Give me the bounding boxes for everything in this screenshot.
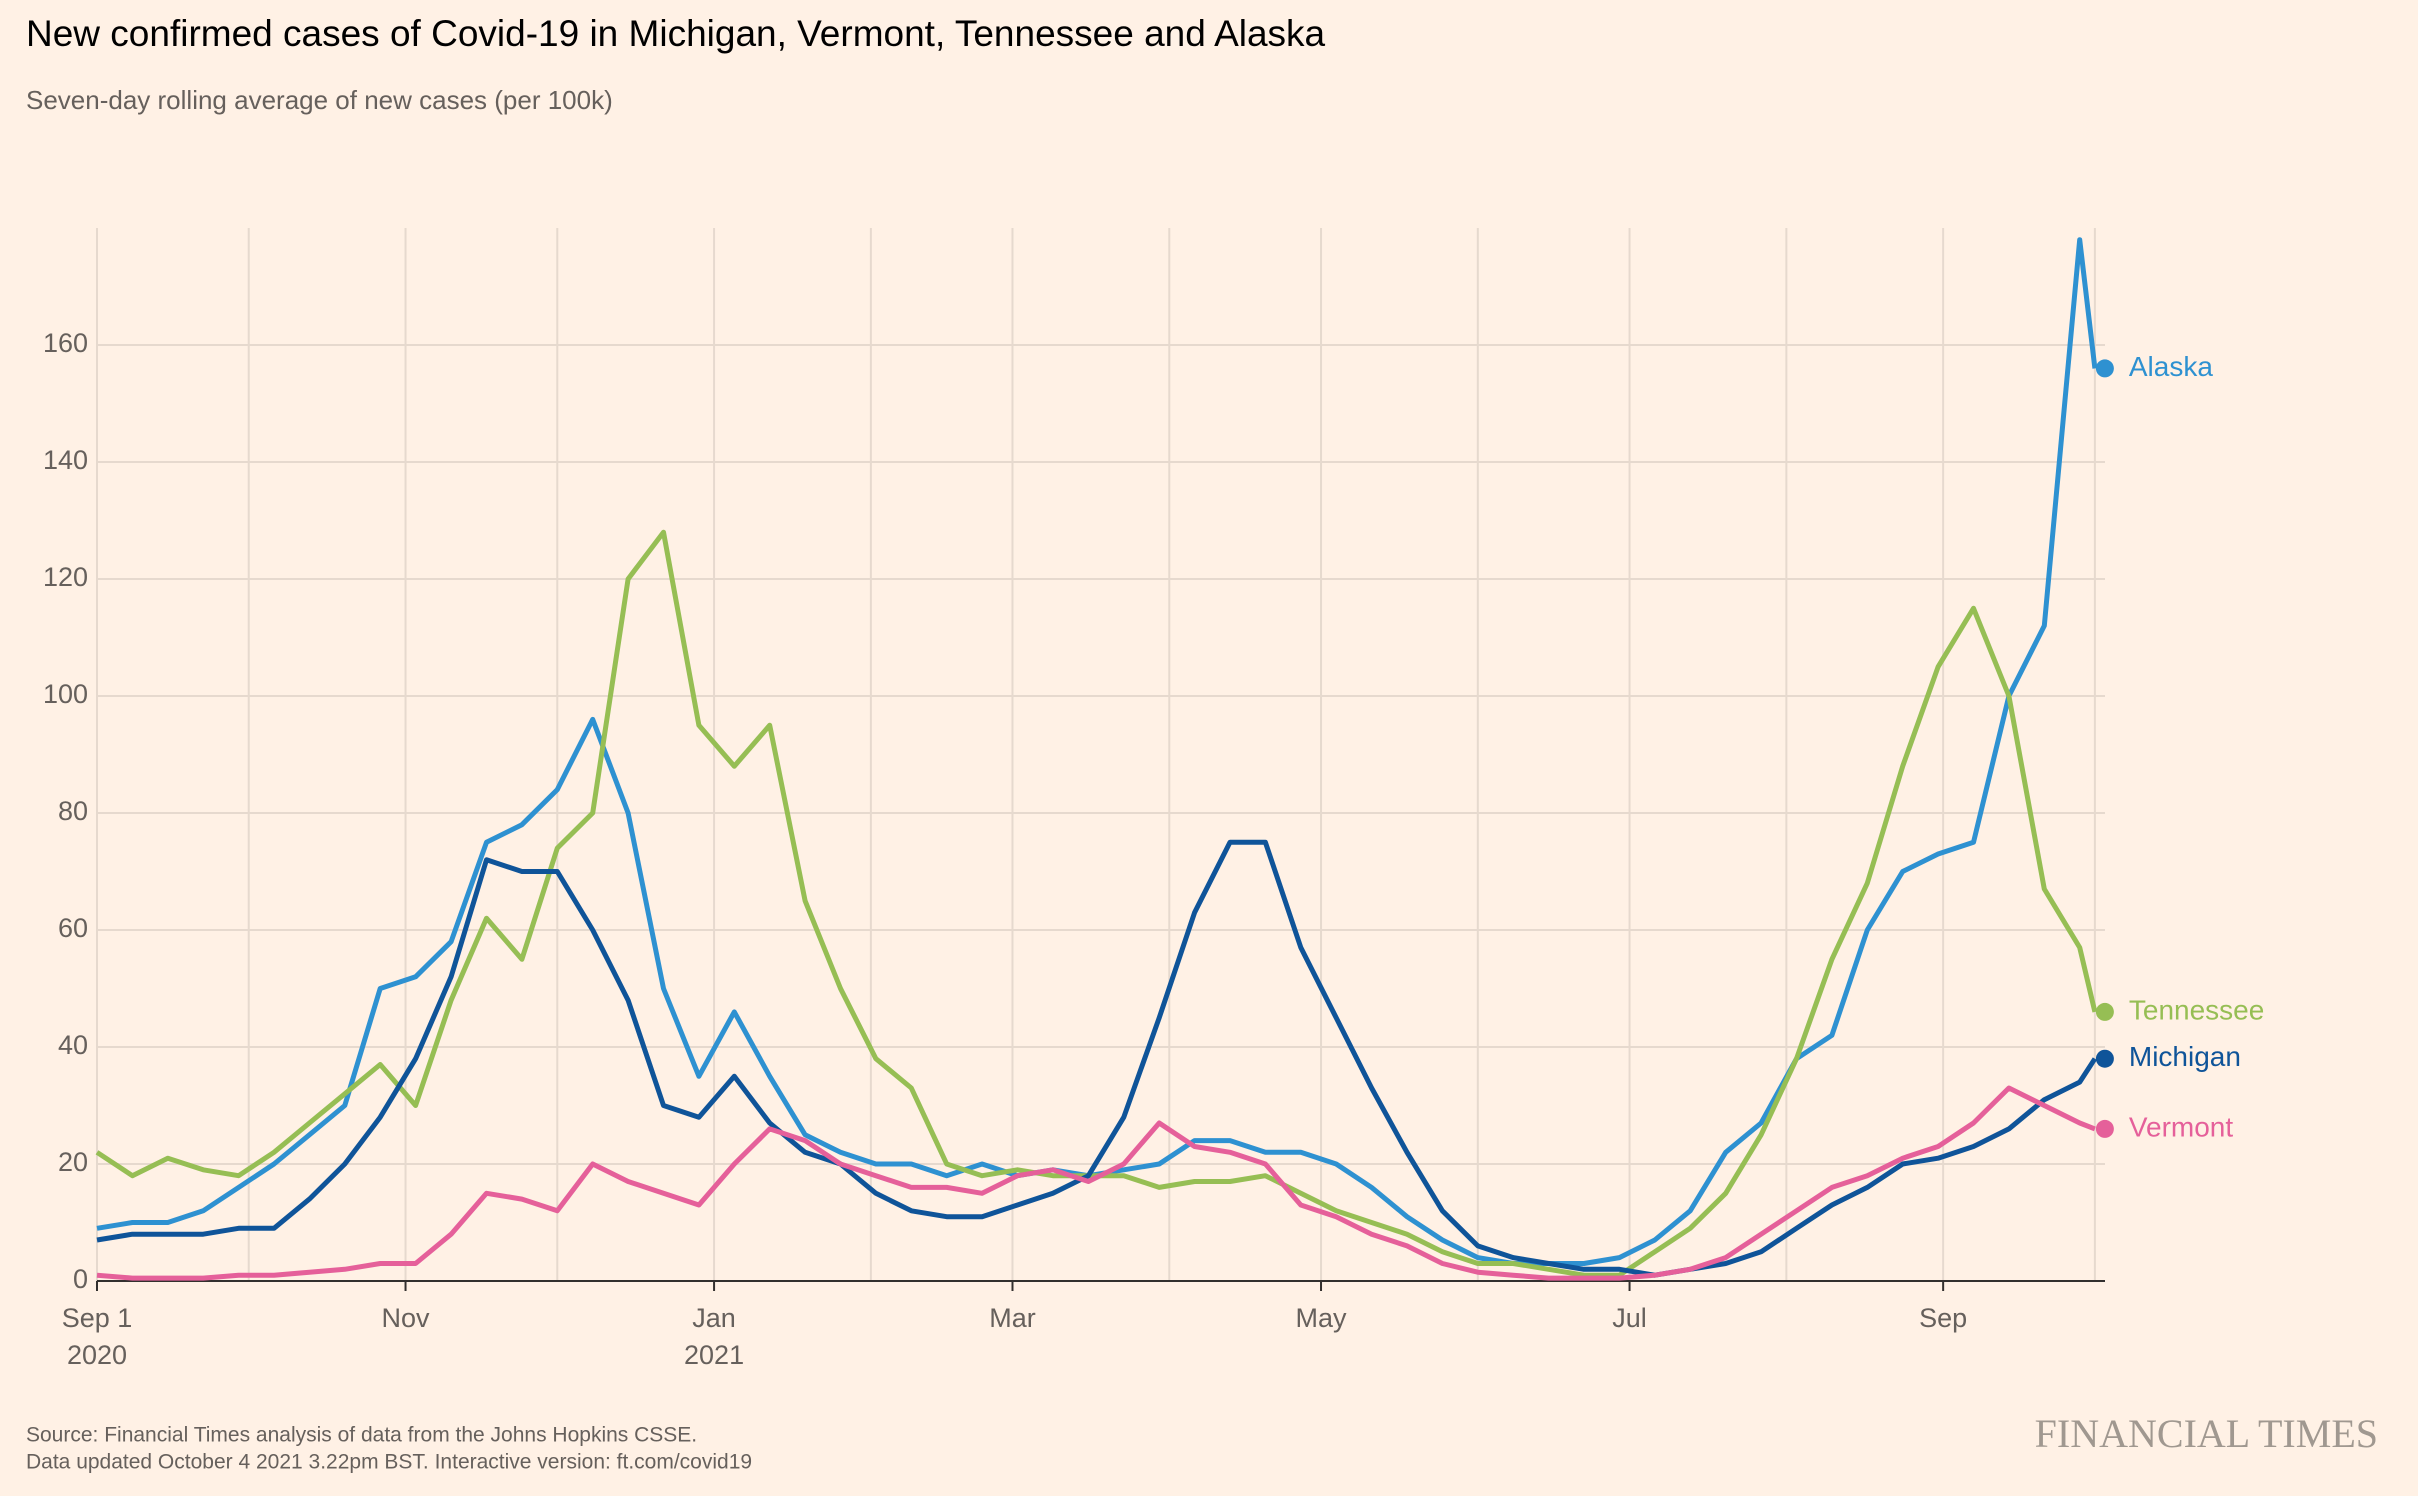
legend-label: Alaska <box>2129 351 2213 382</box>
x-tick-label: Sep <box>1919 1303 1967 1333</box>
y-tick-label: 40 <box>58 1030 88 1060</box>
end-dot <box>2095 359 2114 378</box>
x-tick-label: 2020 <box>67 1340 127 1370</box>
series-line <box>96 839 2097 1278</box>
x-tick-label: Jul <box>1612 1303 1647 1333</box>
y-tick-label: 120 <box>43 562 88 592</box>
series-line <box>96 237 2098 1266</box>
x-tick-label: May <box>1296 1303 1348 1333</box>
x-tick-label: Mar <box>989 1303 1036 1333</box>
end-dot <box>2095 1119 2114 1138</box>
y-tick-label: 160 <box>43 328 88 358</box>
series-line <box>95 529 2098 1278</box>
x-tick-label: 2021 <box>684 1340 744 1370</box>
legend-label: Michigan <box>2129 1041 2241 1072</box>
x-tick-label: Jan <box>692 1303 736 1333</box>
legend-label: Vermont <box>2129 1111 2233 1142</box>
y-tick-label: 80 <box>58 796 88 826</box>
chart-subtitle: Seven-day rolling average of new cases (… <box>26 85 613 115</box>
x-tick-label: Sep 1 <box>62 1303 133 1333</box>
legend-label: Tennessee <box>2129 994 2264 1025</box>
end-dot <box>2095 1049 2114 1068</box>
y-tick-label: 20 <box>58 1147 88 1177</box>
note: Data updated October 4 2021 3.22pm BST. … <box>26 1451 752 1474</box>
brand: FINANCIAL TIMES <box>2035 1411 2378 1456</box>
source: Source: Financial Times analysis of data… <box>26 1424 697 1447</box>
x-tick-label: Nov <box>382 1303 431 1333</box>
series-line <box>96 1085 2096 1281</box>
y-tick-label: 60 <box>58 913 88 943</box>
y-tick-label: 100 <box>43 679 88 709</box>
end-dot <box>2095 1002 2114 1021</box>
y-tick-label: 0 <box>73 1264 88 1294</box>
chart-title: New confirmed cases of Covid-19 in Michi… <box>26 13 1326 54</box>
y-tick-label: 140 <box>43 445 88 475</box>
